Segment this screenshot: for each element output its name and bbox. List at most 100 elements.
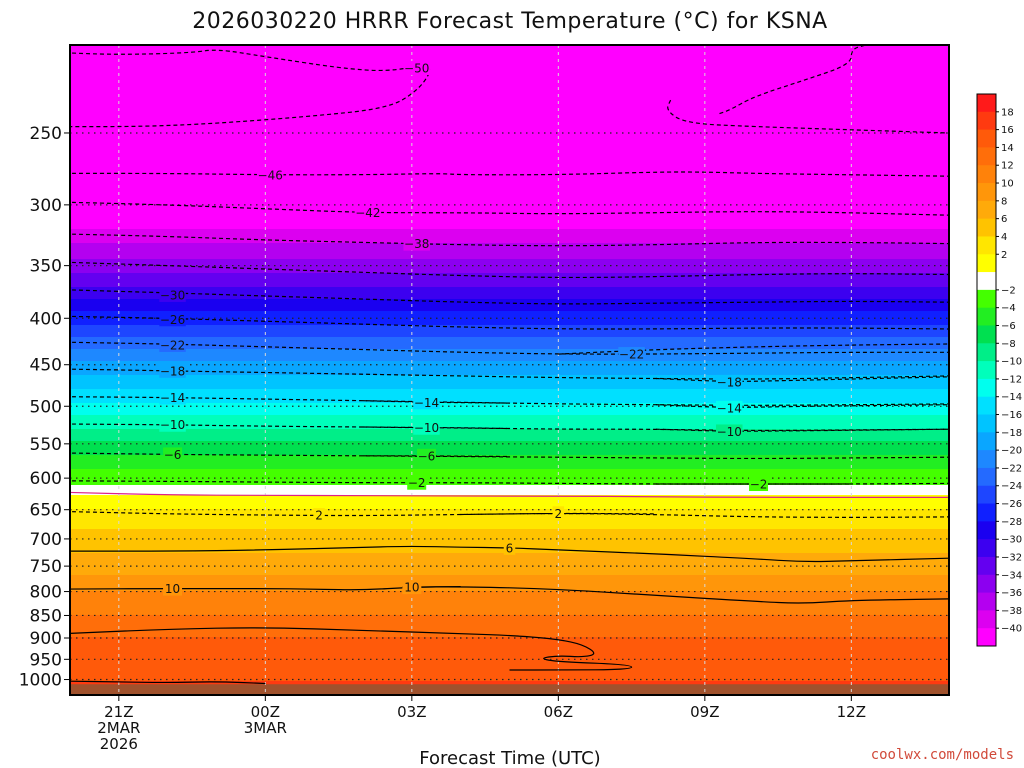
temperature-band (70, 557, 949, 560)
temperature-band (70, 261, 949, 264)
ground-fill (70, 684, 949, 695)
temperature-band (70, 207, 949, 210)
temperature-band (70, 95, 949, 98)
temperature-band (70, 369, 949, 372)
temperature-band (70, 233, 949, 236)
temperature-band (70, 535, 949, 538)
temperature-band (70, 285, 949, 288)
temperature-band (70, 589, 949, 592)
temperature-band (70, 283, 949, 286)
temperature-band (70, 621, 949, 624)
isotherm-label-bg (413, 420, 440, 435)
temperature-band (70, 595, 949, 598)
colorbar-label: −28 (1001, 517, 1022, 528)
colorbar-bin (977, 343, 996, 362)
temperature-band (70, 531, 949, 534)
temperature-band (70, 479, 949, 482)
x-tick-label: 06Z (544, 703, 573, 721)
colorbar-label: 18 (1001, 107, 1014, 118)
y-tick-label: 500 (30, 397, 62, 417)
temperature-band (70, 503, 949, 506)
temperature-band (70, 109, 949, 112)
colorbar-bin (977, 183, 996, 202)
isotherm-label-bg (159, 312, 186, 327)
temperature-band (70, 301, 949, 304)
temperature-band (70, 161, 949, 164)
temperature-band (70, 497, 949, 500)
temperature-band (70, 407, 949, 410)
colorbar-bin (977, 610, 996, 629)
isotherm-label-bg (159, 417, 186, 432)
temperature-band (70, 615, 949, 618)
isotherm-label-bg (716, 374, 743, 389)
temperature-band (70, 155, 949, 158)
colorbar-bin (977, 272, 996, 291)
temperature-band (70, 563, 949, 566)
temperature-band (70, 87, 949, 90)
grid-lines (70, 45, 949, 695)
temperature-band (70, 585, 949, 588)
temperature-band (70, 417, 949, 420)
temperature-band (70, 325, 949, 328)
temperature-band (70, 435, 949, 438)
temperature-band (70, 323, 949, 326)
colorbar-label: −32 (1001, 552, 1022, 563)
colorbar-bin (977, 147, 996, 166)
y-tick-label: 750 (30, 557, 62, 577)
temperature-band (70, 129, 949, 132)
isotherm-label: −2 (750, 478, 768, 492)
isotherm-14 (70, 627, 633, 671)
isotherm-label-bg (313, 508, 325, 523)
temperature-band (70, 297, 949, 300)
temperature-band (70, 101, 949, 104)
temperature-band (70, 475, 949, 478)
temperature-band (70, 663, 949, 666)
temperature-band (70, 677, 949, 680)
temperature-band (70, 421, 949, 424)
temperature-band (70, 645, 949, 648)
colorbar-label: 10 (1001, 179, 1014, 190)
temperature-band (70, 341, 949, 344)
temperature-band (70, 75, 949, 78)
temperature-band (70, 461, 949, 464)
isotherm-label-bg (163, 447, 183, 462)
temperature-band (70, 485, 949, 488)
temperature-band (70, 303, 949, 306)
temperature-band (70, 211, 949, 214)
colorbar-label: 8 (1001, 196, 1007, 207)
temperature-band (70, 97, 949, 100)
temperature-band (70, 607, 949, 610)
temperature-band (70, 253, 949, 256)
temperature-band (70, 237, 949, 240)
temperature-band (70, 189, 949, 192)
temperature-band (70, 245, 949, 248)
temperature-band (70, 213, 949, 216)
temperature-band (70, 235, 949, 238)
temperature-band (70, 593, 949, 596)
temperature-band (70, 643, 949, 646)
temperature-band (70, 355, 949, 358)
y-tick-label: 550 (30, 435, 62, 455)
temperature-band (70, 473, 949, 476)
temperature-band (70, 373, 949, 376)
temperature-band (70, 225, 949, 228)
temperature-band (70, 605, 949, 608)
plot-frame (69, 44, 950, 696)
temperature-band (70, 313, 949, 316)
x-axis-label: Forecast Time (UTC) (419, 748, 600, 768)
temperature-band (70, 627, 949, 630)
temperature-band (70, 307, 949, 310)
temperature-band (70, 117, 949, 120)
temperature-band (70, 649, 949, 652)
temperature-band (70, 103, 949, 106)
isotherm-label: −6 (418, 449, 436, 463)
temperature-band (70, 205, 949, 208)
temperature-band (70, 159, 949, 162)
colorbar-label: 14 (1001, 143, 1014, 154)
temperature-band (70, 625, 949, 628)
chart-title: 2026030220 HRRR Forecast Temperature (°C… (192, 9, 827, 34)
temperature-band (70, 667, 949, 670)
temperature-band (70, 141, 949, 144)
temperature-band (70, 47, 949, 50)
